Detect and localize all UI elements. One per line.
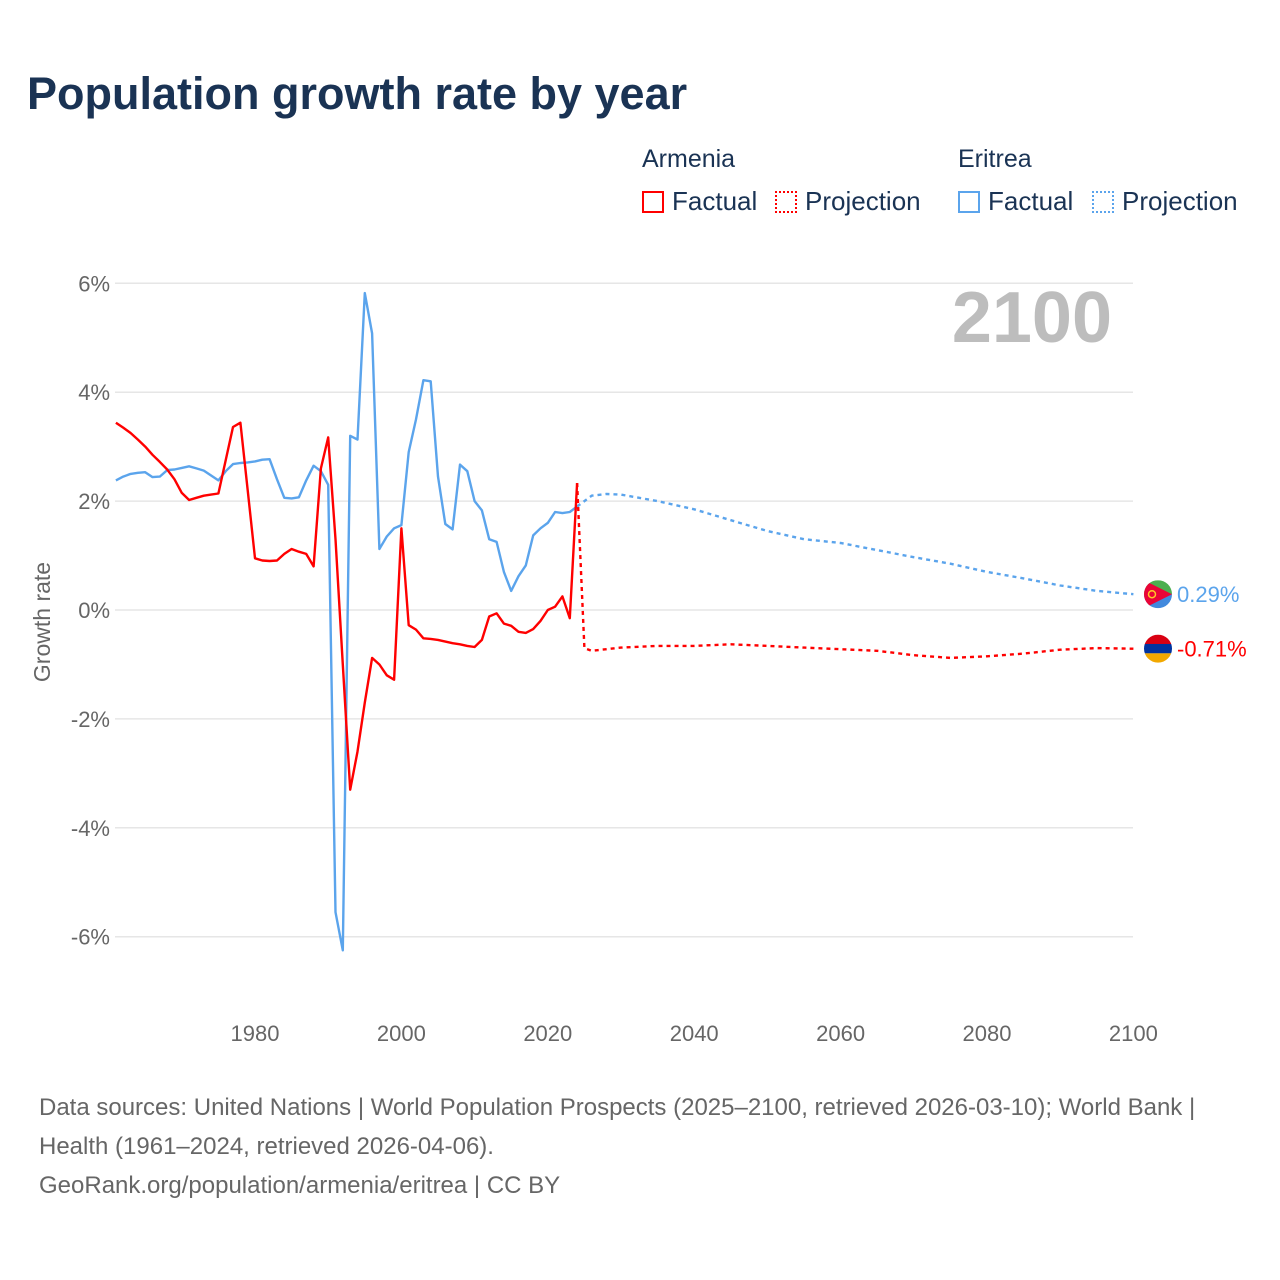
eritrea-factual-line: [115, 291, 578, 952]
footer: Data sources: United Nations | World Pop…: [39, 1088, 1239, 1205]
y-tick-label: -4%: [71, 816, 110, 841]
legend-label: Factual: [672, 186, 758, 216]
x-tick-label: 1980: [231, 1021, 280, 1046]
legend-label: Projection: [805, 186, 921, 216]
data-sources: Data sources: United Nations | World Pop…: [39, 1094, 1196, 1160]
x-tick-label: 2080: [963, 1021, 1012, 1046]
x-tick-label: 2020: [523, 1021, 572, 1046]
x-tick-label: 2000: [377, 1021, 426, 1046]
legend-armenia-factual[interactable]: Factual: [642, 186, 757, 217]
legend-eritrea-heading: Eritrea: [958, 145, 1032, 173]
legend-armenia-projection[interactable]: Projection: [775, 186, 921, 217]
y-tick-label: 4%: [78, 380, 110, 405]
x-tick-label: 2100: [1109, 1021, 1158, 1046]
attribution-link[interactable]: GeoRank.org/population/armenia/eritrea |…: [39, 1172, 561, 1199]
legend-label: Factual: [988, 186, 1074, 216]
legend-swatch-solid: [642, 190, 664, 213]
y-tick-label: -2%: [71, 707, 110, 732]
armenia-projection-line: [575, 483, 1134, 660]
x-tick-label: 2060: [816, 1021, 865, 1046]
y-tick-label: 0%: [78, 598, 110, 623]
armenia-flag-icon: [1144, 634, 1172, 663]
legend-swatch-dotted: [1092, 190, 1114, 213]
eritrea-projection-line: [576, 492, 1134, 596]
legend-eritrea-factual[interactable]: Factual: [958, 186, 1073, 217]
eritrea-flag-icon: [1144, 580, 1172, 609]
year-display: 2100: [952, 278, 1112, 358]
legend-label: Projection: [1122, 186, 1238, 216]
y-tick-label: 2%: [78, 489, 110, 514]
y-tick-label: 6%: [78, 271, 110, 296]
chart-title: Population growth rate by year: [27, 68, 688, 119]
legend-swatch-solid: [958, 190, 980, 213]
legend-eritrea-projection[interactable]: Projection: [1092, 186, 1238, 217]
legend-armenia-heading: Armenia: [642, 145, 736, 173]
y-axis-label: Growth rate: [29, 562, 55, 682]
chart-plot: 6% 4% 2% 0% -2% -4% -6% 1980 2000 2020 2040 2060 208…: [29, 271, 1247, 1046]
legend-swatch-dotted: [775, 190, 797, 213]
eritrea-end-label: 0.29%: [1177, 582, 1239, 607]
y-tick-label: -6%: [71, 925, 110, 950]
armenia-end-label: -0.71%: [1177, 637, 1247, 662]
x-tick-label: 2040: [670, 1021, 719, 1046]
armenia-factual-line: [115, 421, 579, 791]
